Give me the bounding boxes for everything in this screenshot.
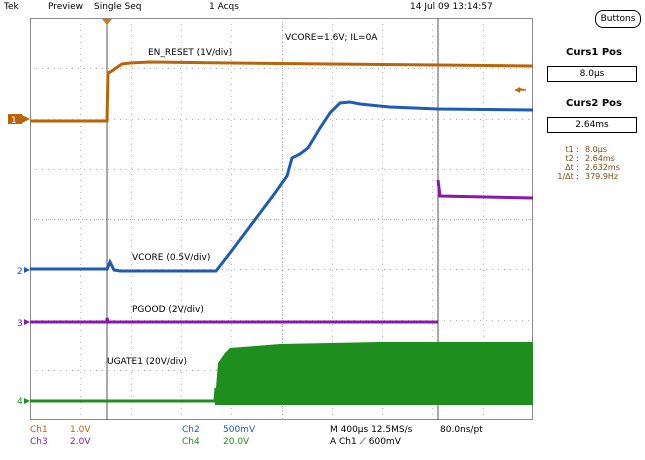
datetime-label: 14 Jul 09 13:14:57 [410,2,493,12]
trigger-readout: A Ch1 ⟋ 600mV [330,437,401,447]
curs2-title: Curs2 Pos [566,98,622,109]
ch2-scale: 500mV [223,425,256,435]
waveform-svg: VCORE=1.6V; IL=0A EN_RESET (1V/div) VCOR… [30,18,533,420]
ugate1-label: UGATE1 (20V/div) [107,357,187,367]
readout-row: t1 :8.0µs [565,145,607,154]
ch4-name: Ch4 [182,437,200,447]
graticule [30,18,533,420]
ugate1-switching-fill [215,342,533,405]
readout-row: t2 :2.64ms [565,154,615,163]
waveform-display: VCORE=1.6V; IL=0A EN_RESET (1V/div) VCOR… [30,18,533,420]
cursor-readouts: t1 :8.0µs t2 :2.64ms Δt :2.632ms 1/Δt :3… [547,145,639,181]
side-menu: Buttons Curs1 Pos 8.0µs Curs2 Pos 2.64ms… [543,0,645,300]
ch2-marker: 2 [17,267,23,277]
ch3-marker: 3 [17,319,23,329]
pgood-trace-high [436,179,533,200]
channel-markers: 1 2 3 4 [8,114,30,407]
curs1-position-field[interactable]: 8.0µs [547,66,637,82]
vcore-label: VCORE (0.5V/div) [132,253,210,263]
ugate1-trace [30,387,218,403]
vcore-annotation: VCORE=1.6V; IL=0A [285,33,378,43]
readout-row: Δt :2.632ms [565,163,620,172]
curs1-title: Curs1 Pos [566,47,622,58]
pgood-label: PGOOD (2V/div) [132,305,204,315]
timebase-readout: M 400µs 12.5MS/s [330,425,413,435]
acq-mode-label: Single Seq [94,2,142,12]
brand-label: Tek [4,2,19,12]
grid-border [30,18,533,420]
pgood-trace [30,317,438,324]
en-reset-trace [30,60,533,123]
ch1-scale: 1.0V [70,425,91,435]
graticule-center-axes [30,18,533,420]
ch4-scale: 20.0V [223,437,250,447]
mode-label: Preview [48,2,84,12]
acq-count-label: 1 Acqs [209,2,239,12]
ch3-name: Ch3 [30,437,48,447]
curs2-position-field[interactable]: 2.64ms [547,117,637,133]
ch1-marker-bg [8,114,22,124]
ch2-name: Ch2 [182,425,200,435]
readout-row: 1/Δt :379.9Hz [557,172,619,181]
scale-readout-bar: Ch1 1.0V Ch3 2.0V Ch2 500mV Ch4 20.0V M … [0,422,645,460]
sample-interval-readout: 80.0ns/pt [440,425,483,435]
en-reset-label: EN_RESET (1V/div) [148,48,232,58]
ch1-name: Ch1 [30,425,48,435]
ch1-marker: 1 [11,116,17,126]
trigger-position-marker [102,19,112,25]
vcore-trace [30,100,533,273]
status-bar: Tek Preview Single Seq 1 Acqs 14 Jul 09 … [0,0,545,14]
ch4-marker: 4 [17,397,23,407]
buttons-button[interactable]: Buttons [595,10,641,28]
ch3-scale: 2.0V [70,437,91,447]
